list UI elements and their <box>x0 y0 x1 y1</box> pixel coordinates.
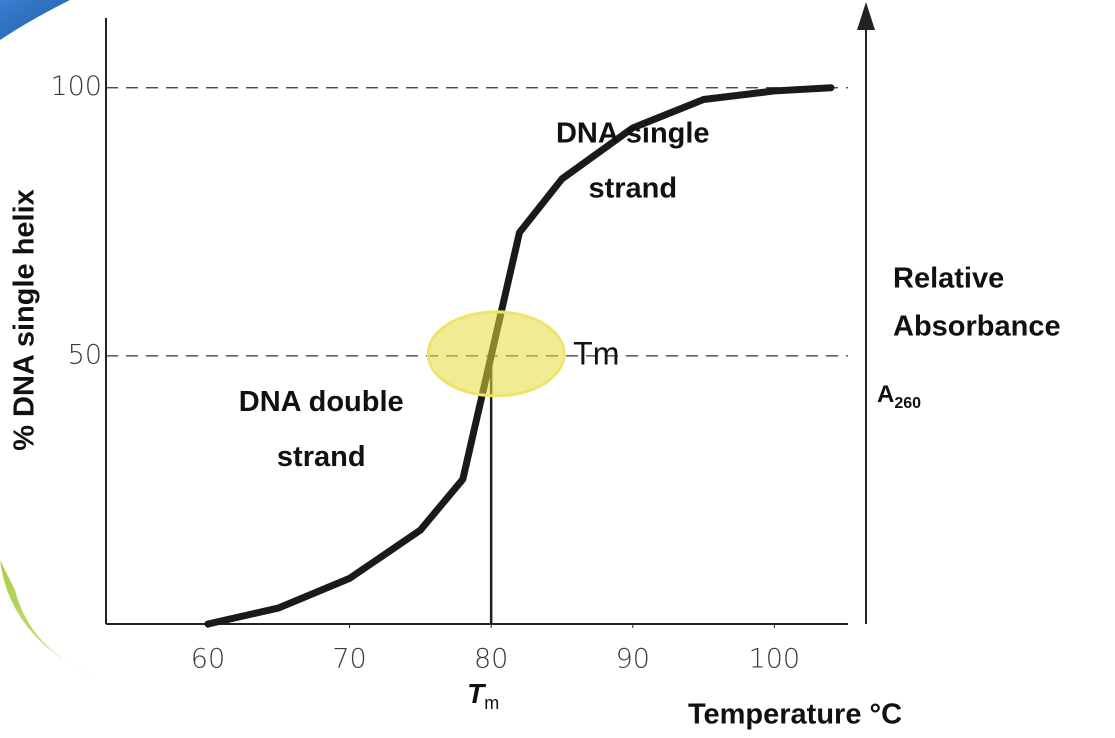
x-tick-label: 100 <box>749 644 801 675</box>
y-tick-label: 50 <box>68 339 102 370</box>
x-tick-label: 60 <box>191 644 225 675</box>
annotation: strand <box>588 173 677 205</box>
x-tick-label: 90 <box>616 644 650 675</box>
annotation: DNA single <box>556 118 710 150</box>
right-axis-label: Relative <box>893 263 1004 295</box>
tm-highlight-label: Tm <box>573 335 619 371</box>
x-tick-label: 70 <box>332 644 366 675</box>
curve <box>204 84 835 628</box>
leaf-decoration <box>0 560 100 680</box>
tm-subscript: m <box>484 693 499 713</box>
x-axis-label: Temperature °C <box>688 699 902 731</box>
annotation: strand <box>277 441 366 473</box>
tm-tick-label: Tm <box>467 678 499 712</box>
annotation: DNA double <box>239 386 404 418</box>
tm-highlight <box>426 310 566 398</box>
symbol-text: A <box>877 381 894 408</box>
right-axis-label: Absorbance <box>893 311 1061 343</box>
x-tick-label: 80 <box>474 644 508 675</box>
right-axis-arrow <box>857 2 875 30</box>
corner-decoration <box>0 0 70 40</box>
right-axis-symbol: A260 <box>877 381 921 412</box>
y-axis-label: % DNA single helix <box>9 189 41 451</box>
y-tick-label: 100 <box>50 71 102 102</box>
tm-text: T <box>467 678 487 709</box>
symbol-subscript: 260 <box>894 395 921 412</box>
